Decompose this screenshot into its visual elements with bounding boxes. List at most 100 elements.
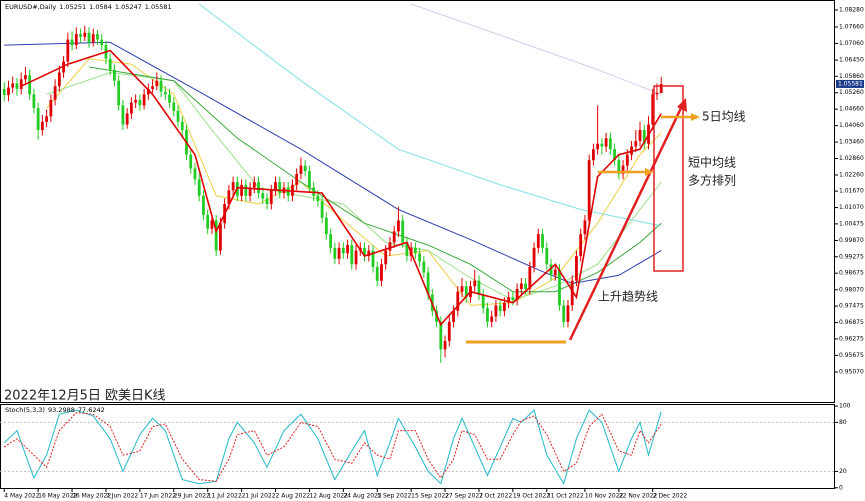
- candle-body: [159, 80, 163, 92]
- candle-body: [295, 173, 299, 185]
- candle-body: [231, 182, 235, 191]
- candle-body: [341, 247, 345, 254]
- candle-body: [613, 149, 616, 161]
- y-tick-label: 0.96275: [839, 335, 864, 342]
- x-tick-label: 24 Aug 2022: [343, 493, 382, 500]
- moving-average: [198, 3, 662, 227]
- candle-body: [541, 234, 544, 248]
- candle-body: [142, 94, 146, 106]
- candle-body: [579, 234, 583, 257]
- candle-body: [346, 245, 349, 254]
- x-tick-label: 4 May 2022: [4, 493, 39, 500]
- candle-body: [7, 87, 10, 95]
- candle-body: [125, 113, 129, 125]
- candle-body: [494, 305, 498, 317]
- candle-body: [261, 193, 265, 199]
- candle-body: [460, 286, 464, 292]
- candle-body: [155, 80, 159, 87]
- y-tick-label: 0.96875: [839, 319, 864, 326]
- candle-body: [40, 121, 44, 131]
- candle-body: [354, 250, 358, 265]
- candle-body: [486, 308, 489, 322]
- y-tick-label: 0.99275: [839, 253, 864, 260]
- y-tick-label: 0.97475: [839, 303, 864, 310]
- candle-body: [11, 83, 15, 88]
- candle-body: [583, 220, 587, 235]
- candle-body: [507, 297, 511, 303]
- y-tick-label: 1.00475: [839, 220, 864, 227]
- y-tick-label: 1.03460: [839, 139, 864, 146]
- candle-body: [447, 321, 451, 342]
- candle-body: [439, 321, 443, 350]
- x-tick-label: 12 Aug 2022: [309, 493, 348, 500]
- candle-body: [286, 187, 290, 196]
- candle-body: [274, 182, 277, 191]
- candle-body: [308, 171, 311, 188]
- y-tick-label: 1.08280: [839, 6, 864, 13]
- stoch-y-tick-label: 0: [839, 484, 843, 491]
- candle-body: [481, 294, 485, 309]
- candle-body: [202, 195, 205, 215]
- candle-body: [180, 121, 184, 131]
- candle-body: [96, 34, 99, 40]
- candle-body: [36, 108, 40, 131]
- candle-body: [53, 86, 57, 100]
- candle-body: [15, 83, 19, 89]
- candle-body: [28, 75, 32, 95]
- candle-body: [558, 269, 561, 306]
- y-tick-label: 0.98675: [839, 270, 864, 277]
- candle-body: [350, 245, 354, 265]
- candle-body: [367, 250, 371, 257]
- x-tick-label: 27 Sep 2022: [445, 493, 483, 500]
- candle-body: [337, 247, 341, 259]
- candle-body: [108, 58, 112, 70]
- candle-body: [19, 79, 23, 89]
- candle-body: [49, 99, 53, 117]
- candle-body: [651, 94, 655, 125]
- price-badge: [836, 79, 864, 88]
- candle-body: [536, 234, 540, 248]
- candle-body: [545, 247, 549, 265]
- candle-body: [498, 305, 502, 311]
- ma5-arrowhead: [691, 113, 700, 121]
- candle-body: [113, 69, 116, 81]
- caption: 2022年12月5日 欧美日K线: [4, 389, 166, 404]
- candle-body: [146, 88, 150, 95]
- candle-body: [634, 140, 638, 147]
- candle-body: [418, 253, 422, 262]
- candle-body: [214, 220, 218, 251]
- candle-body: [227, 190, 231, 205]
- candle-body: [79, 34, 82, 37]
- candle-body: [456, 291, 460, 311]
- stoch-y-tick-label: 20: [839, 468, 847, 475]
- candle-body: [587, 160, 591, 221]
- trend-line: [568, 105, 684, 341]
- x-tick-label: 17 Jun 2022: [140, 493, 176, 500]
- candle-body: [193, 168, 197, 180]
- candle-body: [87, 32, 91, 43]
- candle-body: [422, 261, 426, 273]
- candle-body: [303, 165, 307, 172]
- ohlc-value: 1.05251: [59, 3, 86, 11]
- stoch-line: [3, 409, 662, 485]
- bullish-label: 多方排列: [688, 173, 736, 188]
- chart-header: EURUSD#,Daily 1.05251 1.0584 1.05247 1.05581: [5, 3, 172, 11]
- candle-body: [638, 130, 642, 141]
- candle-body: [121, 105, 125, 125]
- stoch-label: Stoch(5,3,3): [5, 406, 45, 414]
- candle-body: [570, 280, 574, 306]
- y-tick-label: 1.05860: [839, 73, 864, 80]
- candle-body: [384, 250, 388, 265]
- moving-average: [4, 41, 662, 285]
- x-tick-label: 11 Jul 2022: [208, 493, 242, 500]
- candle-body: [473, 280, 477, 287]
- candle-body: [210, 220, 214, 229]
- candle-body: [511, 297, 515, 300]
- candle-body: [329, 234, 333, 248]
- candle-body: [100, 39, 104, 46]
- x-tick-label: 26 May 2022: [72, 493, 111, 500]
- candle-body: [575, 256, 578, 281]
- candle-body: [70, 39, 74, 46]
- trend-arrowhead: [677, 98, 687, 112]
